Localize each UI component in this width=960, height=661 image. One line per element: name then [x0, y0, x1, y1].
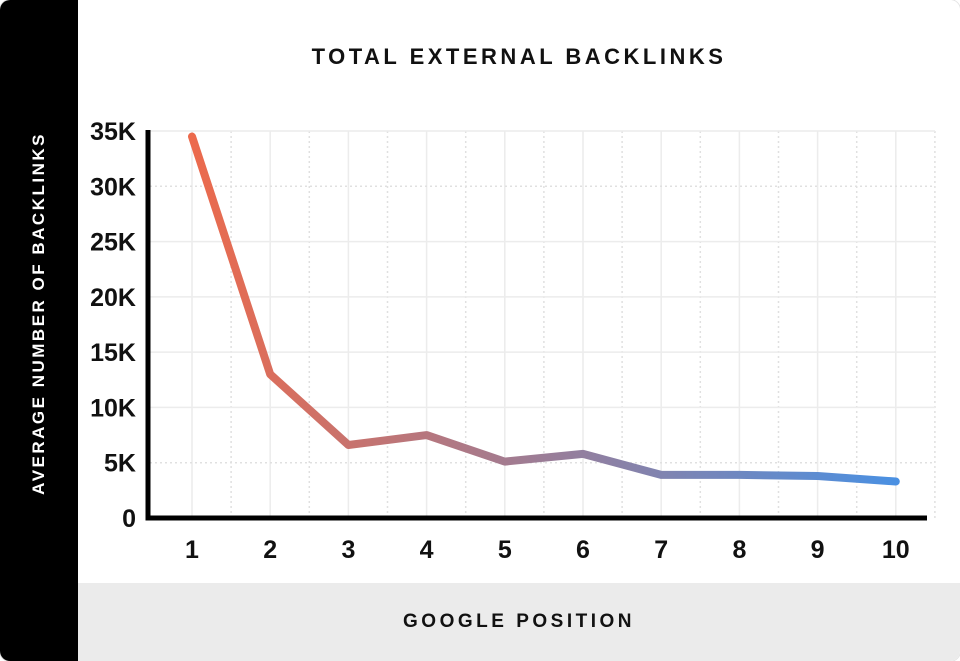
x-tick-label: 9 — [811, 536, 825, 564]
y-tick-label: 20K — [90, 284, 136, 312]
x-tick-label: 4 — [420, 536, 434, 564]
x-tick-label: 8 — [732, 536, 746, 564]
y-tick-label: 0 — [122, 505, 136, 533]
y-axis-title-panel: AVERAGE NUMBER OF BACKLINKS — [0, 0, 78, 661]
x-tick-label: 6 — [576, 536, 590, 564]
y-tick-label: 25K — [90, 229, 136, 257]
x-tick-label: 3 — [341, 536, 355, 564]
y-tick-label: 35K — [90, 118, 136, 146]
line-chart: 0 5K 10K 15K 20K 25K 30K 35K 1 2 3 4 5 6 7 8 9 10 — [90, 118, 936, 564]
x-tick-label: 1 — [185, 536, 199, 564]
chart-title: TOTAL EXTERNAL BACKLINKS — [311, 44, 727, 69]
x-axis-title-panel: GOOGLE POSITION — [78, 583, 960, 661]
y-tick-label: 30K — [90, 173, 136, 201]
backlinks-data-line — [188, 132, 900, 486]
y-tick-label: 10K — [90, 394, 136, 422]
y-tick-label: 5K — [104, 450, 136, 478]
x-tick-label: 10 — [882, 536, 910, 564]
x-axis-title: GOOGLE POSITION — [403, 611, 635, 632]
chart-area: TOTAL EXTERNAL BACKLINKS — [78, 0, 960, 661]
x-tick-label: 7 — [654, 536, 668, 564]
x-tick-label: 5 — [498, 536, 512, 564]
y-tick-label: 15K — [90, 339, 136, 367]
x-tick-label: 2 — [263, 536, 277, 564]
y-axis-title: AVERAGE NUMBER OF BACKLINKS — [29, 132, 48, 495]
